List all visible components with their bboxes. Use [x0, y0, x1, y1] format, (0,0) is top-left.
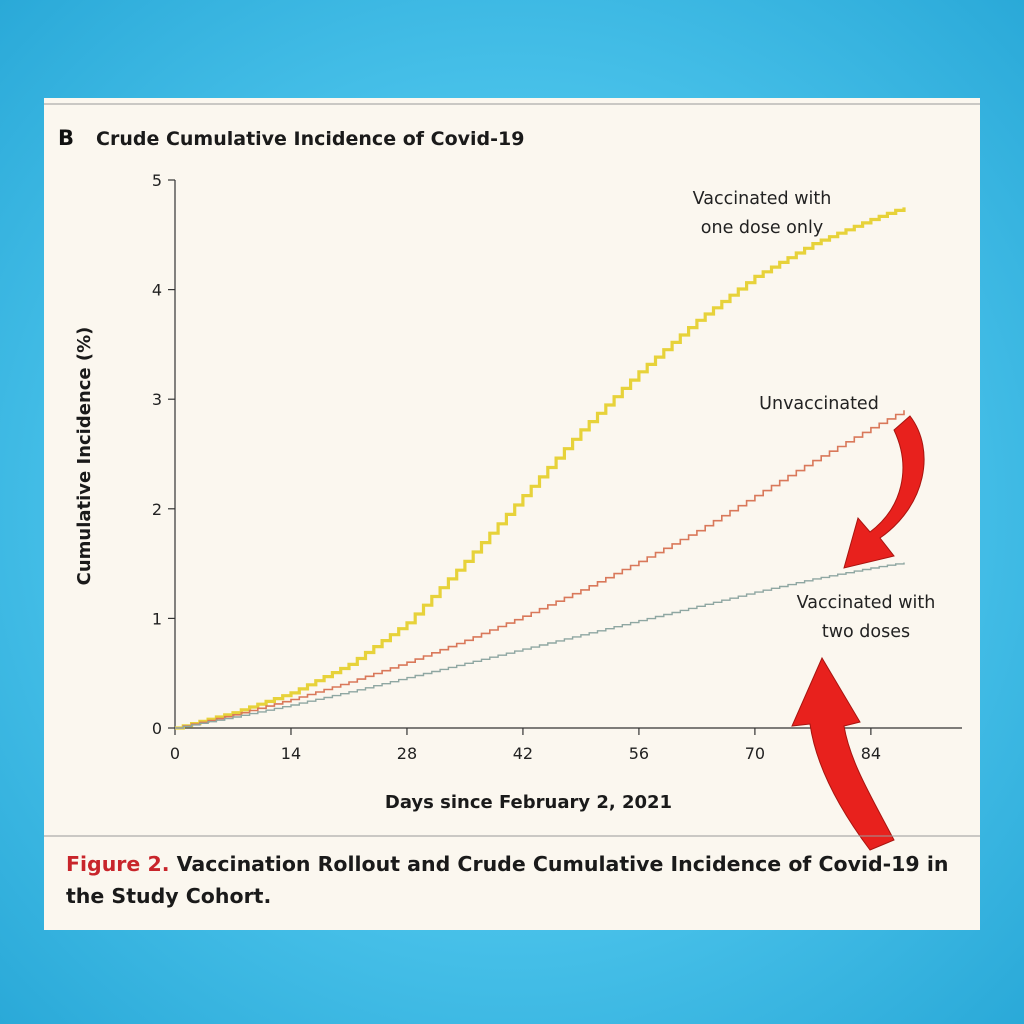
series-one-dose	[175, 207, 906, 730]
red-arrow-down	[843, 415, 925, 569]
y-ticks: 0 1 2 3 4 5	[152, 171, 175, 738]
y-tick-label: 4	[152, 281, 162, 300]
y-tick-label: 5	[152, 171, 162, 190]
y-tick-label: 2	[152, 500, 162, 519]
x-tick-label: 0	[170, 744, 180, 763]
series-annotations: Vaccinated with one dose only Unvaccinated…	[693, 189, 936, 642]
x-ticks: 0 14 28 42 56 70 84	[170, 728, 881, 763]
annotation-one-dose: one dose only	[701, 218, 823, 238]
annotation-two-doses: two doses	[822, 622, 910, 642]
x-tick-label: 56	[629, 744, 649, 763]
y-tick-label: 3	[152, 390, 162, 409]
y-axis-label: Cumulative Incidence (%)	[74, 327, 95, 586]
x-tick-label: 28	[397, 744, 417, 763]
plot-area: 0 1 2 3 4 5 0 14 28 42 56 70 84	[152, 171, 962, 763]
series-unvaccinated	[175, 410, 905, 729]
y-tick-label: 0	[152, 719, 162, 738]
series-layer	[175, 207, 906, 730]
x-tick-label: 70	[745, 744, 765, 763]
caption-label: Figure 2.	[66, 852, 170, 876]
red-arrow-up	[791, 656, 895, 851]
y-tick-label: 1	[152, 609, 162, 628]
annotation-two-doses: Vaccinated with	[797, 593, 936, 613]
red-arrows	[791, 415, 925, 851]
figure-panel: B Crude Cumulative Incidence of Covid-19…	[44, 98, 980, 930]
x-tick-label: 14	[281, 744, 301, 763]
chart: B Crude Cumulative Incidence of Covid-19…	[44, 103, 980, 851]
caption-text: Vaccination Rollout and Crude Cumulative…	[66, 852, 949, 908]
figure-caption: Figure 2. Vaccination Rollout and Crude …	[66, 848, 956, 912]
panel-letter: B	[58, 126, 74, 150]
series-two-doses	[175, 562, 905, 729]
x-tick-label: 42	[513, 744, 533, 763]
x-tick-label: 84	[861, 744, 881, 763]
x-axis-label: Days since February 2, 2021	[385, 792, 672, 813]
annotation-unvaccinated: Unvaccinated	[759, 394, 879, 414]
chart-title: Crude Cumulative Incidence of Covid-19	[96, 128, 524, 150]
annotation-one-dose: Vaccinated with	[693, 189, 832, 209]
